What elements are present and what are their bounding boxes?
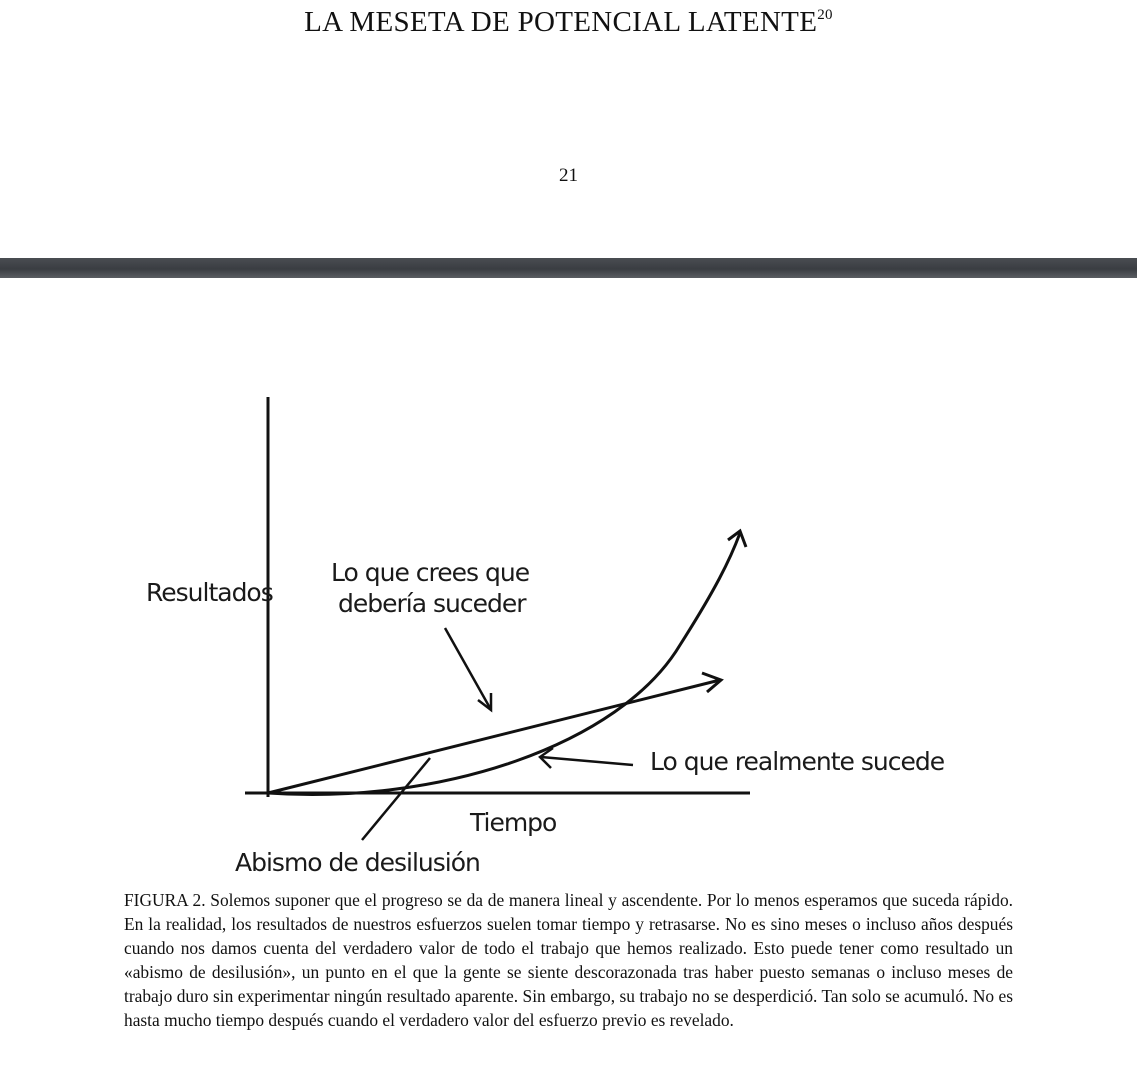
reality-arrowhead xyxy=(727,528,748,548)
latent-potential-figure: Resultados Lo que crees que debería suce… xyxy=(146,397,946,877)
current-page xyxy=(0,278,1137,1068)
reality-curve xyxy=(267,532,742,797)
expectation-line xyxy=(267,678,721,795)
expectation-pointer-head xyxy=(477,693,493,713)
expectation-arrowhead xyxy=(701,671,724,694)
page-separator xyxy=(0,258,1137,278)
valley-pointer xyxy=(361,757,431,841)
expectation-label-line1: Lo que crees que xyxy=(331,558,530,587)
valley-label: Abismo de desilusión xyxy=(235,848,480,877)
previous-page: LA MESETA DE POTENCIAL LATENTE20 21 xyxy=(0,0,1137,258)
footnote-reference[interactable]: 20 xyxy=(817,7,833,23)
reality-label: Lo que realmente sucede xyxy=(650,747,945,776)
reality-pointer xyxy=(540,755,634,767)
x-axis-label: Tiempo xyxy=(469,808,556,837)
y-axis-label: Resultados xyxy=(146,578,273,607)
page-number: 21 xyxy=(559,165,578,186)
page-heading: LA MESETA DE POTENCIAL LATENTE20 xyxy=(0,6,1137,39)
reality-pointer-head xyxy=(538,746,554,769)
heading-text: LA MESETA DE POTENCIAL LATENTE xyxy=(304,6,818,38)
expectation-pointer xyxy=(443,627,492,709)
expectation-label-line2: debería suceder xyxy=(338,589,527,618)
figure-caption: FIGURA 2. Solemos suponer que el progres… xyxy=(124,890,1013,1030)
